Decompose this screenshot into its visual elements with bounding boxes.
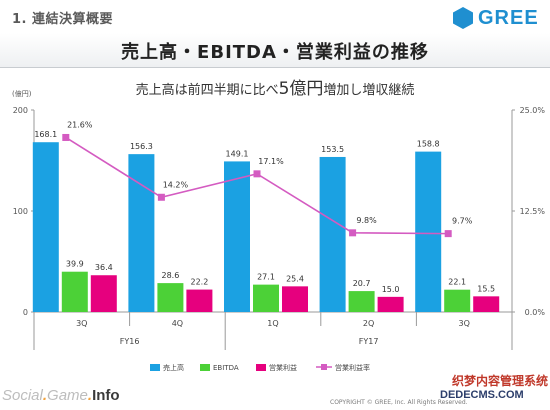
point-operating-margin	[444, 230, 452, 238]
data-label-sales: 156.3	[130, 142, 153, 151]
x-group-label: FY16	[120, 337, 140, 346]
x-group-label: FY17	[359, 337, 379, 346]
bar-ebitda	[157, 283, 184, 312]
legend-label: EBITDA	[213, 364, 239, 372]
data-label-ebitda: 20.7	[353, 279, 371, 288]
bar-ebitda	[444, 289, 471, 312]
x-tick-label: 1Q	[267, 319, 278, 328]
data-label-ebitda: 39.9	[66, 260, 84, 269]
gree-logo: GREE	[452, 6, 539, 30]
x-tick-label: 4Q	[172, 319, 183, 328]
data-label-operating-profit: 22.2	[190, 278, 208, 287]
data-label-ebitda: 27.1	[257, 273, 275, 282]
data-label-operating-profit: 15.5	[477, 284, 495, 293]
point-operating-margin	[157, 193, 165, 201]
x-tick-label: 2Q	[363, 319, 374, 328]
data-label-sales: 168.1	[34, 130, 57, 139]
bar-operating-profit	[282, 286, 308, 312]
y-tick-label-right: 12.5%	[520, 207, 546, 216]
data-label-operating-profit: 36.4	[95, 263, 113, 272]
bar-operating-profit	[186, 289, 213, 312]
subtitle-pre: 売上高は前四半期に比べ	[135, 83, 279, 98]
subtitle-post: 増加し増収継続	[323, 83, 415, 98]
brand-info: Info	[92, 387, 120, 404]
bar-sales	[319, 156, 346, 312]
y-tick-label-left: 100	[13, 207, 28, 216]
bar-operating-profit	[377, 296, 404, 312]
brand-dot-2: .	[87, 387, 93, 404]
section-title: 1. 連結決算概要	[12, 12, 114, 27]
bar-sales	[415, 151, 442, 312]
legend-swatch	[200, 364, 210, 371]
data-label-operating-margin: 9.8%	[356, 216, 377, 225]
title-band	[0, 33, 550, 68]
bar-ebitda	[253, 284, 279, 312]
line-operating-margin	[65, 136, 449, 235]
y-tick-label-right: 25.0%	[520, 106, 546, 115]
point-operating-margin	[349, 229, 357, 237]
watermark-url: DEDECMS.COM	[440, 389, 524, 401]
data-label-ebitda: 22.1	[448, 278, 466, 287]
legend-marker	[321, 364, 327, 370]
bar-sales	[224, 161, 250, 312]
data-label-sales: 149.1	[226, 149, 249, 158]
data-label-operating-profit: 15.0	[382, 285, 400, 294]
data-label-operating-margin: 21.6%	[67, 120, 93, 129]
brand-social: Social	[2, 387, 43, 404]
x-tick-label: 3Q	[76, 319, 87, 328]
copyright: COPYRIGHT © GREE, Inc. All Rights Reserv…	[330, 399, 468, 406]
watermark-cn: 织梦内容管理系统	[452, 374, 549, 388]
subtitle: 売上高は前四半期に比べ5億円増加し増収継続	[0, 74, 550, 99]
legend-swatch	[150, 364, 160, 371]
main-title: 売上高・EBITDA・営業利益の推移	[121, 42, 429, 63]
y-tick-label-left: 200	[13, 106, 28, 115]
data-label-operating-margin: 9.7%	[452, 217, 473, 226]
data-label-operating-margin: 17.1%	[258, 157, 284, 166]
footer-brand: Social.Game.Info	[2, 387, 120, 404]
y-axis-unit-label: (億円)	[12, 89, 32, 98]
legend-label: 営業利益率	[335, 363, 370, 372]
legend-label: 営業利益	[269, 363, 297, 372]
bar-operating-profit	[90, 275, 117, 312]
data-label-sales: 158.8	[417, 140, 440, 149]
brand-dot: .	[42, 387, 48, 404]
legend-label: 売上高	[163, 363, 184, 372]
data-label-sales: 153.5	[321, 145, 344, 154]
data-label-ebitda: 28.6	[161, 271, 179, 280]
y-tick-label-right: 0.0%	[525, 308, 546, 317]
point-operating-margin	[62, 133, 70, 141]
bar-sales	[32, 142, 59, 312]
logo-text: GREE	[478, 6, 539, 29]
hexagon-icon	[453, 7, 473, 29]
bar-ebitda	[348, 291, 375, 312]
data-label-operating-margin: 14.2%	[163, 180, 189, 189]
data-label-operating-profit: 25.4	[286, 274, 304, 283]
subtitle-emph: 5億円	[278, 79, 324, 99]
bar-operating-profit	[473, 296, 500, 312]
sales-ebitda-profit-chart: (億円) 0 100 200 0.0% 12.5% 25.0% 168.1 39.9 36.4 3Q…	[12, 89, 546, 372]
y-tick-label-left: 0	[23, 308, 28, 317]
x-tick-label: 3Q	[459, 319, 470, 328]
bar-ebitda	[61, 271, 88, 312]
point-operating-margin	[253, 170, 261, 178]
legend-swatch	[256, 364, 266, 371]
brand-game: Game	[47, 387, 88, 404]
bar-sales	[128, 154, 155, 312]
